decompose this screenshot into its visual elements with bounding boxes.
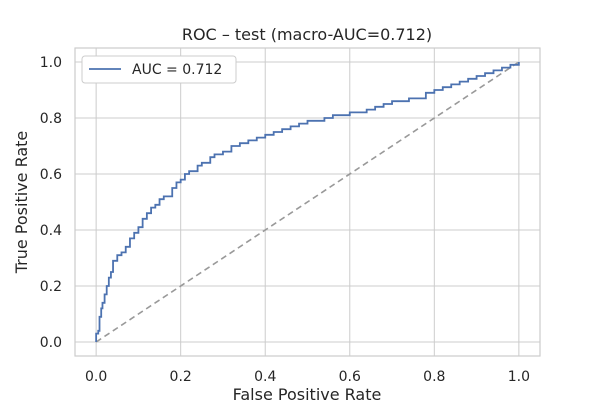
- y-tick-label: 1.0: [40, 55, 62, 71]
- legend-label: AUC = 0.712: [132, 62, 222, 78]
- chart-title: ROC – test (macro-AUC=0.712): [182, 25, 432, 44]
- y-tick-label: 0.0: [40, 335, 62, 351]
- y-tick-label: 0.8: [40, 111, 62, 127]
- plot-frame: [74, 47, 541, 357]
- y-tick-label: 0.4: [40, 223, 62, 239]
- x-tick-label: 0.4: [254, 369, 276, 385]
- x-tick-labels: 0.0 0.2 0.4 0.6 0.8 1.0: [85, 369, 530, 385]
- x-tick-label: 0.8: [423, 369, 445, 385]
- chance-diagonal-line: [95, 61, 520, 343]
- y-tick-label: 0.2: [40, 279, 62, 295]
- roc-curve-line: [95, 62, 520, 342]
- legend-box: [81, 55, 237, 84]
- y-tick-label: 0.6: [40, 167, 62, 183]
- y-axis-label: True Positive Rate: [12, 131, 31, 275]
- x-tick-label: 0.0: [85, 369, 107, 385]
- y-tick-labels: 0.0 0.2 0.4 0.6 0.8 1.0: [40, 55, 62, 351]
- series-layer: [95, 61, 520, 343]
- x-tick-label: 0.6: [339, 369, 361, 385]
- x-tick-label: 0.2: [170, 369, 192, 385]
- x-axis-label: False Positive Rate: [233, 385, 382, 400]
- x-tick-label: 1.0: [508, 369, 530, 385]
- legend: AUC = 0.712: [81, 55, 237, 84]
